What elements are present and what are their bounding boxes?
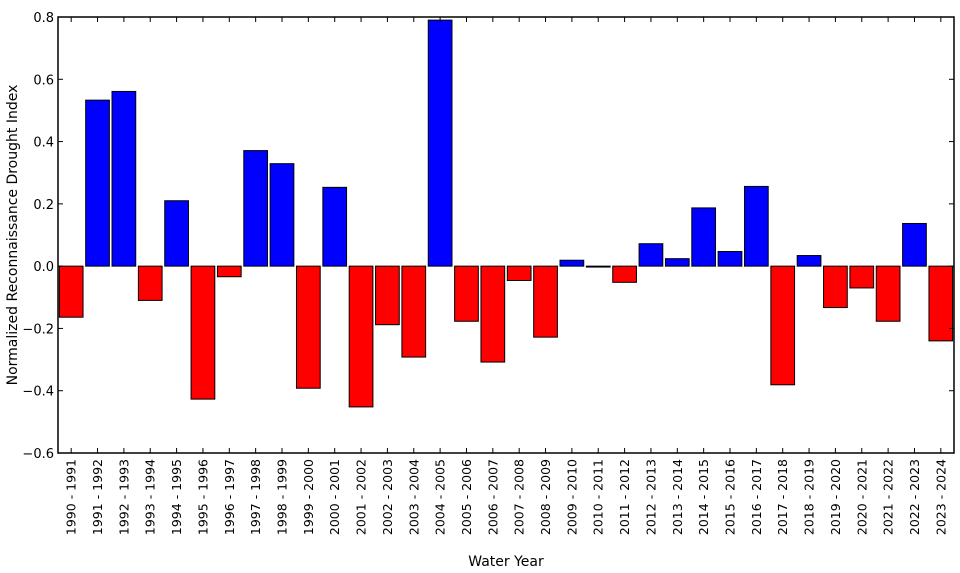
bar-2000-2001 xyxy=(322,186,348,267)
bar-2008-2009 xyxy=(533,265,558,338)
y-axis-title: Normalized Reconnaissance Drought Index xyxy=(5,85,21,386)
bar-2022-2023 xyxy=(902,222,927,267)
bar-2003-2004 xyxy=(401,265,427,358)
x-tick-label: 2017 - 2018 xyxy=(775,459,790,535)
bar-1995-1996 xyxy=(190,265,216,400)
bar-2016-2017 xyxy=(743,185,769,267)
bar-2007-2008 xyxy=(506,265,532,281)
plot-frame xyxy=(57,16,955,454)
x-tick-label: 1997 - 1998 xyxy=(248,459,263,535)
y-tick-label: 0.8 xyxy=(33,11,54,26)
y-tick-label: 0.0 xyxy=(33,260,54,275)
x-axis: 1990 - 1991 1991 - 1992 1992 - 1993 1993 - … xyxy=(64,17,948,535)
bar-2002-2003 xyxy=(375,265,400,326)
x-tick-label: 1998 - 1999 xyxy=(275,459,290,535)
y-tick-label: 0.6 xyxy=(33,73,54,88)
x-tick-label: 1994 - 1995 xyxy=(169,459,184,535)
bar-1998-1999 xyxy=(269,163,295,267)
x-tick-label: 2015 - 2016 xyxy=(723,459,738,535)
x-tick-label: 2011 - 2012 xyxy=(617,459,632,535)
bar-2012-2013 xyxy=(638,243,664,267)
x-tick-label: 1996 - 1997 xyxy=(222,459,237,535)
x-tick-label: 2000 - 2001 xyxy=(327,459,342,535)
bar-2006-2007 xyxy=(480,265,506,363)
bar-2021-2022 xyxy=(875,265,901,322)
bar-1999-2000 xyxy=(295,265,321,389)
x-tick-label: 1992 - 1993 xyxy=(116,459,131,535)
bar-2018-2019 xyxy=(796,255,822,267)
bar-2004-2005 xyxy=(427,19,453,267)
bar-2013-2014 xyxy=(664,258,690,267)
x-tick-label: 2004 - 2005 xyxy=(433,459,448,535)
y-tick-label: −0.4 xyxy=(22,385,54,400)
x-tick-label: 2007 - 2008 xyxy=(512,459,527,535)
x-tick-label: 2006 - 2007 xyxy=(485,459,500,535)
x-tick-label: 2010 - 2011 xyxy=(591,459,606,535)
x-tick-label: 2002 - 2003 xyxy=(380,459,395,535)
x-tick-label: 2018 - 2019 xyxy=(802,459,817,535)
x-tick-label: 2020 - 2021 xyxy=(854,459,869,535)
bar-1993-1994 xyxy=(137,265,163,301)
bar-2017-2018 xyxy=(770,265,796,386)
bar-1996-1997 xyxy=(216,265,242,278)
x-tick-label: 2013 - 2014 xyxy=(670,459,685,535)
x-tick-label: 2019 - 2020 xyxy=(828,459,843,535)
bar-2011-2012 xyxy=(612,265,637,283)
x-tick-label: 2021 - 2022 xyxy=(881,459,896,535)
x-tick-label: 1999 - 2000 xyxy=(301,459,316,535)
bar-2010-2011 xyxy=(585,265,611,268)
x-axis-title: Water Year xyxy=(468,554,544,570)
x-tick-label: 2008 - 2009 xyxy=(538,459,553,535)
x-tick-label: 2005 - 2006 xyxy=(459,459,474,535)
x-tick-label: 2012 - 2013 xyxy=(643,459,658,535)
bar-2015-2016 xyxy=(717,251,743,267)
x-tick-label: 2023 - 2024 xyxy=(933,459,948,535)
bar-2014-2015 xyxy=(691,207,717,267)
bar-1990-1991 xyxy=(58,265,84,318)
x-tick-label: 2009 - 2010 xyxy=(564,459,579,535)
y-tick-label: 0.2 xyxy=(33,198,54,213)
x-tick-label: 2022 - 2023 xyxy=(907,459,922,535)
bar-2009-2010 xyxy=(559,259,585,267)
x-tick-label: 2016 - 2017 xyxy=(749,459,764,535)
x-tick-label: 2014 - 2015 xyxy=(696,459,711,535)
bar-2023-2024 xyxy=(928,265,954,342)
y-tick-label: −0.6 xyxy=(22,447,54,462)
bar-2020-2021 xyxy=(849,265,875,289)
x-tick-label: 1990 - 1991 xyxy=(64,459,79,535)
bar-1991-1992 xyxy=(85,99,110,267)
x-tick-label: 1993 - 1994 xyxy=(143,459,158,535)
x-tick-label: 2001 - 2002 xyxy=(354,459,369,535)
bar-2019-2020 xyxy=(823,265,848,309)
y-tick-label: −0.2 xyxy=(22,322,54,337)
bar-1992-1993 xyxy=(111,90,137,267)
bar-1994-1995 xyxy=(164,200,189,267)
y-axis: −0.6 −0.4 −0.2 0.0 0.2 0.4 0.6 0.8 xyxy=(22,11,954,462)
bar-2005-2006 xyxy=(454,265,479,322)
bar-2001-2002 xyxy=(348,265,374,408)
x-tick-label: 2003 - 2004 xyxy=(406,459,421,535)
x-tick-label: 1991 - 1992 xyxy=(90,459,105,535)
bars-group xyxy=(58,19,954,408)
y-tick-label: 0.4 xyxy=(33,136,54,151)
bar-1997-1998 xyxy=(243,150,269,267)
x-tick-label: 1995 - 1996 xyxy=(195,459,210,535)
